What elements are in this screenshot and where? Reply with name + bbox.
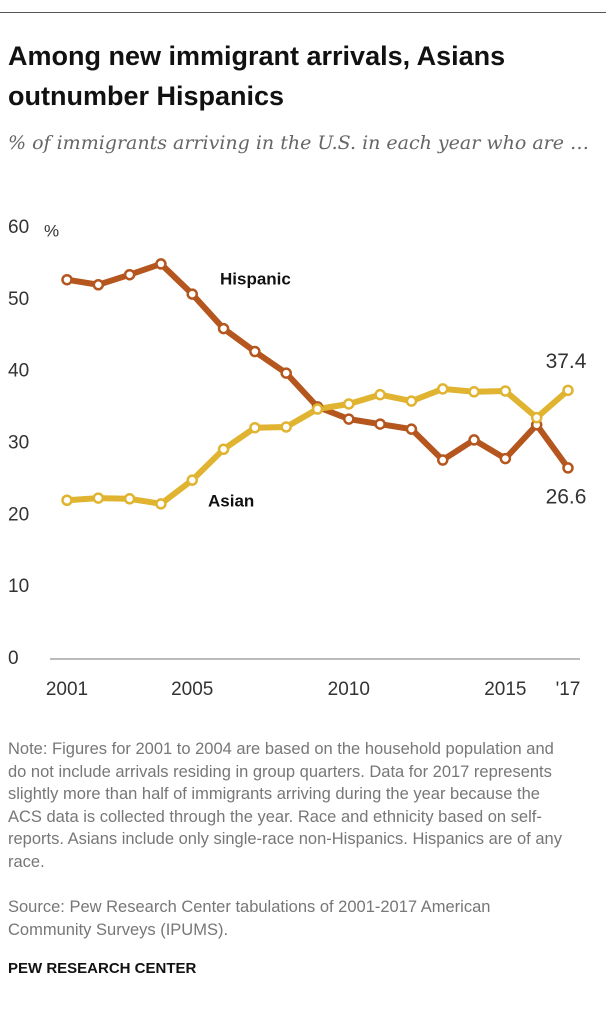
y-tick-label: 40 xyxy=(8,361,29,382)
point xyxy=(343,413,355,425)
point xyxy=(499,385,512,397)
y-tick-label: 60 xyxy=(8,217,29,238)
point xyxy=(186,288,198,300)
point xyxy=(374,388,386,401)
point xyxy=(405,423,418,435)
series-label: Hispanic xyxy=(220,269,291,288)
x-tick-label: 2001 xyxy=(46,679,88,700)
point xyxy=(186,474,198,486)
x-tick-label: 2010 xyxy=(328,679,370,700)
x-tick-label: 2015 xyxy=(484,679,526,700)
source: Source: Pew Research Center tabulations … xyxy=(8,898,491,939)
point xyxy=(92,278,105,291)
point xyxy=(155,498,167,510)
y-tick-label: 0 xyxy=(8,648,19,669)
point xyxy=(217,443,230,455)
y-tick-label: 10 xyxy=(8,576,29,597)
point xyxy=(217,322,230,335)
chart-title: Among new immigrant arrivals, Asians out… xyxy=(8,41,506,111)
credit: PEW RESEARCH CENTER xyxy=(8,960,197,977)
value-label: 26.6 xyxy=(546,485,587,508)
point xyxy=(123,493,136,505)
chart-subtitle: % of immigrants arriving in the U.S. in … xyxy=(8,132,590,154)
point xyxy=(405,395,418,407)
series-label: Asian xyxy=(208,491,254,510)
point xyxy=(155,258,167,270)
point xyxy=(437,383,449,395)
point xyxy=(530,411,543,424)
point xyxy=(280,421,292,433)
point xyxy=(123,268,136,281)
value-label: 37.4 xyxy=(546,350,587,373)
point xyxy=(468,434,480,446)
point xyxy=(249,421,261,434)
point xyxy=(562,462,574,474)
point xyxy=(311,403,324,415)
point xyxy=(92,492,105,504)
point xyxy=(374,418,386,430)
top-rule xyxy=(0,12,606,13)
x-tick-label: 2005 xyxy=(171,679,213,700)
point xyxy=(61,273,73,286)
y-tick-label: 30 xyxy=(8,433,29,454)
chart: % 0 10 20 30 40 50 60 2001 2005 2010 2015 '17 Hispan… xyxy=(8,217,587,700)
point xyxy=(468,386,480,398)
point xyxy=(61,494,73,506)
y-unit: % xyxy=(44,221,59,240)
note: Note: Figures for 2001 to 2004 are based… xyxy=(8,740,562,871)
point xyxy=(249,345,261,358)
point xyxy=(499,452,512,465)
point xyxy=(562,384,574,397)
point xyxy=(280,367,292,379)
point xyxy=(343,398,355,410)
y-tick-label: 20 xyxy=(8,504,29,525)
point xyxy=(437,454,449,466)
x-tick-label: '17 xyxy=(556,679,581,700)
series-line xyxy=(66,260,571,470)
y-tick-label: 50 xyxy=(8,289,29,310)
